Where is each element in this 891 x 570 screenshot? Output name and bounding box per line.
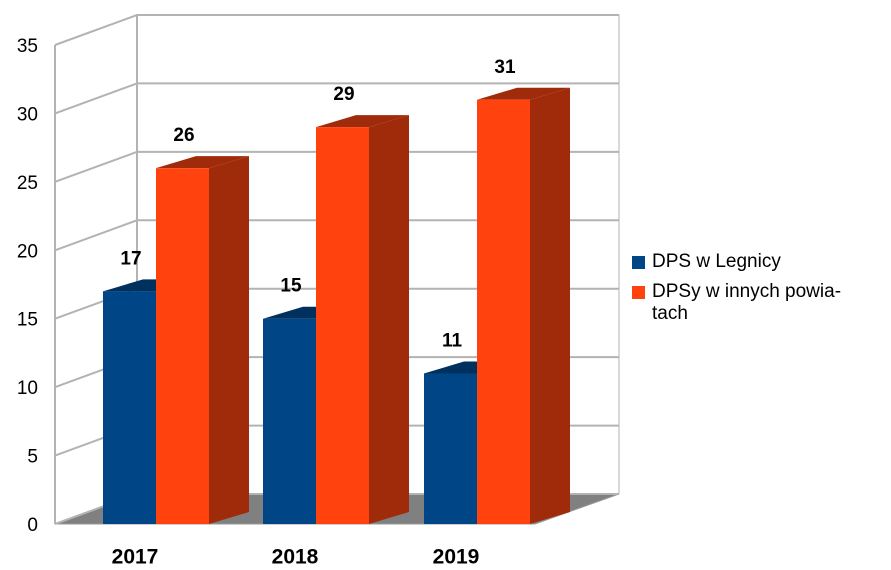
data-label: 29 [333, 84, 354, 105]
data-label: 17 [120, 248, 141, 269]
legend-swatch [632, 256, 645, 269]
legend-label: DPSy w innych powia­tach [652, 281, 842, 324]
bar-top [477, 87, 570, 100]
y-tick-label: 15 [17, 310, 38, 331]
bar-side [369, 115, 409, 524]
y-tick-label: 5 [27, 447, 38, 468]
legend-swatch [632, 286, 645, 299]
data-label: 31 [494, 57, 516, 78]
data-label: 15 [280, 276, 302, 297]
bar-top [156, 156, 249, 169]
data-label: 26 [173, 125, 194, 146]
y-tick-label: 25 [17, 173, 38, 194]
bar-side [530, 87, 570, 524]
x-tick-label: 2017 [112, 546, 159, 569]
bar-top [316, 115, 409, 128]
bar [263, 318, 316, 524]
bar [156, 168, 209, 524]
y-tick-label: 35 [17, 36, 38, 57]
y-tick-label: 0 [27, 515, 38, 536]
bar-side [209, 156, 249, 524]
legend-label: DPS w Legnicy [652, 251, 781, 272]
bar [424, 373, 477, 524]
x-tick-label: 2019 [433, 546, 480, 569]
y-tick-label: 20 [17, 241, 38, 262]
data-label: 11 [442, 330, 463, 351]
y-tick-label: 30 [17, 104, 38, 125]
bar [316, 127, 369, 524]
bar [103, 291, 156, 524]
x-tick-label: 2018 [272, 546, 319, 569]
bar [477, 99, 530, 524]
y-tick-label: 10 [17, 378, 38, 399]
